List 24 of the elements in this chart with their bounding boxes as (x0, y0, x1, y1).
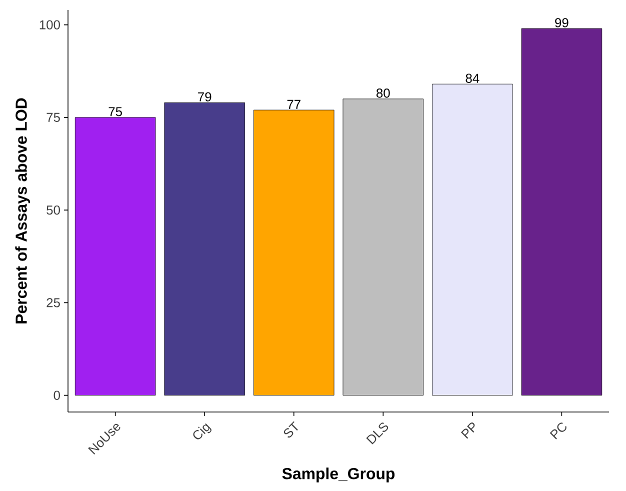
x-tick-label: ST (284, 421, 298, 438)
data-label: 84 (466, 74, 480, 83)
y-axis-title: Percent of Assays above LOD (15, 98, 30, 324)
y-tick-label: 100 (40, 20, 60, 30)
y-tick-label: 0 (54, 390, 60, 400)
x-tick-label: PC (550, 422, 566, 440)
data-label: 80 (376, 88, 390, 98)
data-label: 79 (198, 92, 212, 102)
bar (253, 110, 334, 396)
x-axis-title: Sample_Group (282, 468, 395, 482)
bar (432, 84, 513, 396)
bar (342, 98, 424, 396)
y-tick-label: 25 (46, 298, 60, 308)
data-label: 75 (108, 107, 122, 116)
data-label: 99 (555, 18, 568, 28)
x-tick-label: PP (460, 422, 475, 439)
bar (74, 117, 156, 396)
x-tick-label: Cig (193, 423, 212, 440)
bar (521, 28, 602, 396)
y-tick-label: 50 (46, 205, 60, 215)
bar (164, 102, 245, 396)
data-label: 77 (287, 100, 300, 109)
x-tick-label: DLS (366, 422, 388, 444)
y-tick-label: 75 (46, 112, 60, 122)
